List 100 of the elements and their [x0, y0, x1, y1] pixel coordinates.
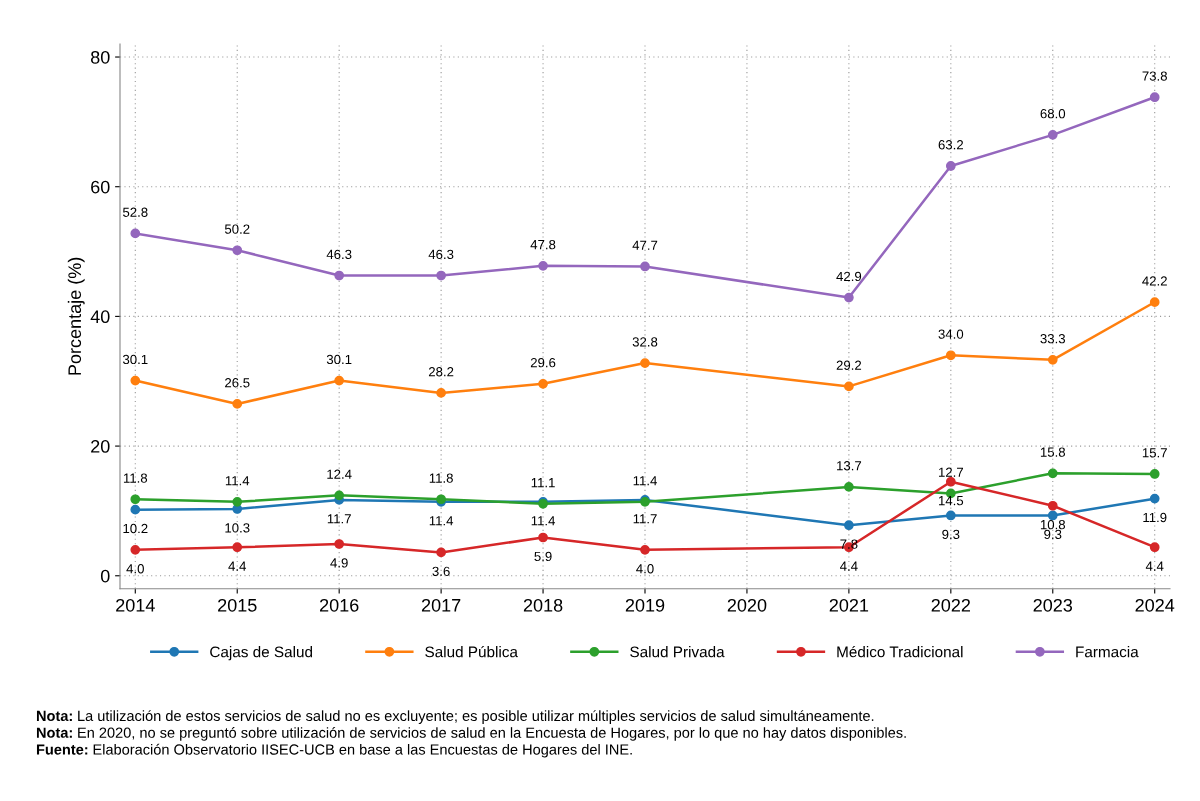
- point: [538, 378, 548, 389]
- text: Nota: En 2020, no se preguntó sobre utilización de servicios de salud en la Encuesta de Hogares, por lo que no hay datos disponibles.: [36, 726, 906, 741]
- data-label: 42.2: [1142, 276, 1167, 286]
- data-label: 73.8: [1142, 71, 1167, 81]
- x-tick-label: 2020: [727, 598, 767, 612]
- point: [844, 482, 854, 492]
- point: [436, 388, 446, 398]
- point: [1047, 500, 1058, 511]
- data-label: 3.6: [432, 566, 450, 576]
- point: [1149, 92, 1160, 103]
- point: [1149, 542, 1160, 553]
- x-tick-label: 2022: [931, 598, 970, 612]
- data-label: 11.4: [633, 476, 657, 486]
- y-tick-label: 20: [91, 440, 110, 453]
- data-label: 11.8: [429, 473, 453, 483]
- x-tick-label: 2024: [1135, 598, 1175, 612]
- data-label: 9.3: [1044, 529, 1062, 540]
- data-label: 30.1: [122, 354, 148, 365]
- point: [640, 261, 650, 272]
- data-label: 30.1: [326, 354, 352, 365]
- point: [436, 547, 446, 558]
- data-label: 68.0: [1040, 108, 1066, 119]
- point: [945, 350, 956, 361]
- point: [130, 228, 141, 239]
- data-label: 50.2: [224, 224, 250, 234]
- data-label: 4.4: [1145, 561, 1164, 571]
- data-label: 52.8: [122, 207, 148, 217]
- data-label: 4.0: [636, 564, 654, 574]
- point: [232, 245, 243, 256]
- source-note: Fuente: Elaboración Observatorio IISEC-UCB en base a las Encuestas de Hogares del INE.: [36, 743, 632, 758]
- x-tick-label: 2019: [625, 598, 665, 612]
- data-label: 13.7: [837, 461, 862, 471]
- legend-label: Salud Privada: [630, 646, 725, 658]
- point: [1047, 468, 1058, 479]
- x-tick-label: 2017: [421, 598, 461, 612]
- data-label: 11.7: [327, 514, 351, 524]
- y-axis-title: Porcentaje (%): [67, 257, 85, 375]
- text: Nota: La utilización de estos servicios de salud no es excluyente; es posible utilizar múltiples servicios de salud simultáneamente.: [36, 710, 874, 724]
- data-label: 4.4: [840, 561, 858, 571]
- point: [334, 270, 345, 281]
- data-label: 9.3: [942, 529, 960, 540]
- data-label: 47.8: [530, 239, 556, 250]
- x-tick-label: 2014: [116, 598, 155, 612]
- point: [1149, 493, 1160, 504]
- data-label: 10.2: [123, 523, 148, 534]
- point: [1149, 469, 1160, 479]
- point: [334, 375, 345, 386]
- data-label: 11.7: [633, 514, 657, 524]
- data-label: 14.5: [938, 496, 964, 506]
- point: [334, 490, 345, 501]
- legend-label: Farmacia: [1076, 646, 1139, 658]
- data-label: 11.8: [123, 473, 148, 483]
- point: [130, 544, 141, 555]
- point: [844, 520, 854, 531]
- data-label: 15.8: [1040, 447, 1066, 457]
- point: [945, 161, 956, 171]
- point: [130, 494, 141, 505]
- data-label: 34.0: [938, 329, 964, 339]
- data-label: 10.8: [1040, 519, 1066, 530]
- y-tick-label: 40: [90, 310, 110, 324]
- data-label: 4.4: [228, 561, 247, 571]
- point: [1149, 297, 1160, 307]
- data-label: 29.2: [836, 360, 862, 370]
- point: [232, 496, 243, 507]
- point: [538, 260, 548, 271]
- point: [334, 539, 345, 549]
- data-label: 32.8: [632, 337, 658, 347]
- data-label: 4.9: [330, 558, 348, 568]
- x-tick-label: 2021: [829, 598, 869, 612]
- point: [1047, 129, 1058, 140]
- data-label: 29.6: [530, 357, 556, 368]
- data-label: 15.7: [1142, 448, 1167, 458]
- point: [232, 399, 243, 409]
- point: [130, 375, 141, 386]
- data-label: 4.0: [126, 564, 144, 574]
- point: [538, 532, 548, 543]
- data-label: 5.9: [534, 551, 552, 562]
- data-label: 42.9: [836, 271, 862, 282]
- x-tick-label: 2018: [523, 598, 563, 612]
- point: [1047, 354, 1058, 365]
- data-label: 63.2: [938, 140, 963, 150]
- point: [232, 542, 243, 553]
- y-tick-label: 0: [100, 569, 110, 583]
- data-label: 11.4: [429, 516, 454, 526]
- data-label: 12.7: [938, 467, 963, 477]
- legend-label: Salud Pública: [425, 645, 518, 658]
- data-label: 11.4: [531, 516, 556, 526]
- data-label: 33.3: [1040, 334, 1066, 344]
- data-label: 12.4: [327, 469, 352, 479]
- data-label: 28.2: [428, 367, 454, 377]
- data-label: 47.7: [632, 240, 658, 250]
- legend-label: Médico Tradicional: [837, 645, 963, 658]
- point: [640, 544, 650, 555]
- point: [945, 510, 956, 521]
- y-tick-label: 80: [90, 50, 110, 64]
- point: [844, 381, 854, 392]
- x-tick-label: 2023: [1033, 598, 1073, 612]
- data-label: 10.3: [225, 523, 250, 533]
- data-label: 11.4: [225, 476, 250, 486]
- data-label: 11.9: [1143, 512, 1167, 523]
